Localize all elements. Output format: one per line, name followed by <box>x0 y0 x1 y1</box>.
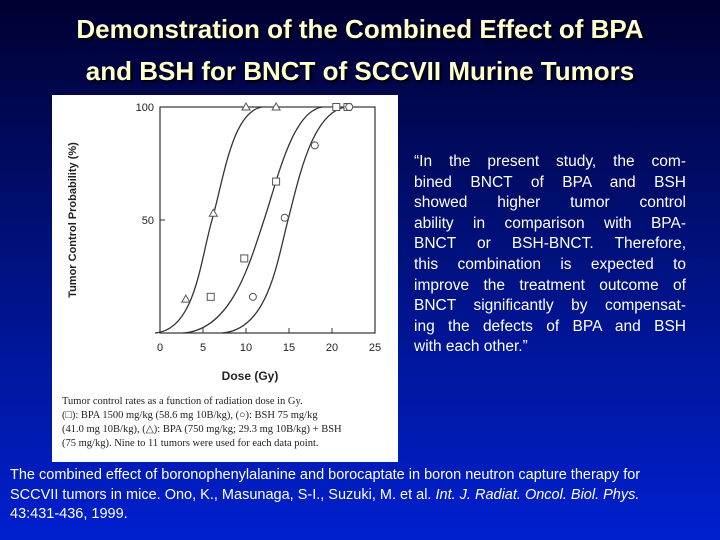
data-point <box>241 101 251 111</box>
data-point <box>345 103 354 111</box>
fit-curve <box>154 106 263 334</box>
slide-title: and BSH for BNCT of SCCVII Murine Tumors <box>85 56 635 86</box>
quote-line: ability in comparison with BPA- <box>414 214 686 232</box>
data-point <box>248 292 257 301</box>
x-tick-label: 5 <box>200 342 206 354</box>
data-point <box>208 208 219 217</box>
quote-line: improve the treatment outcome of <box>414 276 686 294</box>
quote: “In the present study, the com-bined BNC… <box>414 152 686 358</box>
data-point <box>180 294 191 303</box>
x-tick-label: 0 <box>157 342 163 354</box>
quote-line: BNCT significantly by compensat- <box>414 297 686 315</box>
journal: Int. J. Radiat. Oncol. Biol. Phys. <box>435 486 640 503</box>
figure-caption: (41.0 mg 10B/kg), (△): BPA (750 mg/kg; 2… <box>62 424 342 435</box>
citation-ref: 43:431-436, 1999. <box>10 506 128 522</box>
citation: The combined effect of boronophenylalani… <box>10 466 690 525</box>
data-point <box>206 292 215 301</box>
x-tick-label: 15 <box>283 342 295 354</box>
x-tick-label: 20 <box>326 342 338 354</box>
figure-panel <box>52 95 398 462</box>
quote-line: this combination is expected to <box>414 255 686 273</box>
quote-line: BNCT or BSH-BNCT. Therefore, <box>414 235 686 253</box>
figure-caption: Tumor control rates as a function of rad… <box>62 396 303 407</box>
quote-line: “In the present study, the com- <box>414 153 686 170</box>
figure-caption: (□): BPA 1500 mg/kg (58.6 mg 10B/kg), (○… <box>62 410 318 421</box>
figure-caption: (75 mg/kg). Nine to 11 tumors were used … <box>62 438 319 449</box>
data-point <box>271 101 281 111</box>
data-point <box>240 254 249 263</box>
slide-title: Demonstration of the Combined Effect of … <box>76 14 644 44</box>
x-tick-label: 10 <box>240 342 252 354</box>
quote-line: bined BNCT of BPA and BSH <box>414 173 686 191</box>
data-point <box>332 103 341 111</box>
x-axis-label: Dose (Gy) <box>222 369 279 383</box>
data-point <box>272 177 281 186</box>
citation-text: The combined effect of boronophenylalani… <box>10 467 641 503</box>
x-tick-label: 25 <box>369 342 381 354</box>
quote-line: with each other.” <box>414 338 528 356</box>
y-tick-label: 100 <box>136 102 154 114</box>
data-point <box>280 213 289 222</box>
data-point <box>310 141 319 150</box>
y-tick-label: 50 <box>142 215 154 227</box>
y-axis-label: Tumor Control Probability (%) <box>67 142 79 298</box>
fit-curve <box>182 106 323 334</box>
quote-line: ing the defects of BPA and BSH <box>414 317 686 335</box>
quote-line: showed higher tumor control <box>414 194 686 212</box>
